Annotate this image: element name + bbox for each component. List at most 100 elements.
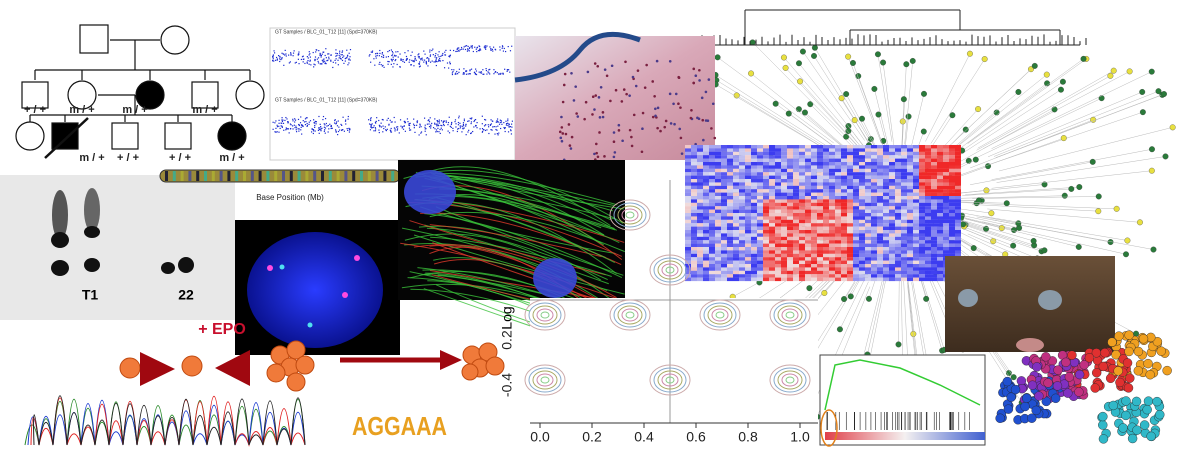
cell (769, 158, 775, 163)
cell (721, 192, 727, 197)
cell (700, 96, 704, 100)
ring (665, 266, 675, 274)
dot (428, 125, 431, 128)
dot (434, 54, 436, 57)
cell (937, 155, 943, 159)
cell (955, 165, 961, 169)
dot (435, 129, 438, 131)
cell (907, 274, 913, 278)
cell (877, 267, 883, 271)
cell (775, 243, 781, 248)
cell (691, 182, 697, 186)
dot (446, 62, 449, 64)
cell (913, 277, 919, 282)
dot (482, 73, 484, 75)
cell (859, 209, 865, 214)
cell (943, 172, 949, 176)
cell (937, 185, 943, 190)
cell (865, 236, 871, 241)
dot (340, 54, 342, 56)
cell (943, 189, 949, 193)
cell (703, 247, 709, 251)
cell (739, 162, 745, 166)
cell (691, 274, 697, 278)
cell (727, 253, 733, 258)
cell (763, 168, 769, 173)
cell (793, 162, 799, 166)
dot (300, 129, 302, 131)
cell (841, 148, 847, 152)
dot (494, 71, 496, 73)
cell (680, 152, 684, 155)
cell (721, 185, 727, 190)
dot (430, 124, 432, 126)
dot (297, 54, 299, 56)
cell (605, 74, 609, 78)
dot (334, 129, 337, 131)
dot (281, 52, 283, 54)
cell (721, 270, 727, 275)
cell (697, 172, 703, 176)
dot (336, 53, 339, 55)
cell (787, 233, 793, 237)
cell (775, 206, 781, 210)
cell (769, 236, 775, 241)
cell (883, 233, 889, 237)
dot (508, 125, 510, 128)
cell (787, 168, 793, 173)
dot (418, 63, 421, 65)
dot (429, 51, 431, 53)
dot (382, 54, 385, 56)
cell (733, 206, 739, 210)
cell (763, 158, 769, 163)
cell (823, 264, 829, 268)
node (1107, 72, 1114, 79)
cell (943, 145, 949, 149)
dot (504, 127, 506, 129)
cell (889, 145, 895, 149)
cell (955, 243, 961, 248)
cell (949, 175, 955, 180)
node (909, 58, 916, 64)
dot (439, 128, 441, 131)
cell (703, 165, 709, 169)
cell (721, 202, 727, 207)
cell (943, 213, 949, 217)
edge (948, 65, 1035, 147)
dot (435, 58, 437, 60)
cell (691, 196, 697, 200)
cell (656, 126, 659, 130)
cell (949, 213, 955, 217)
scatter-plot (524, 180, 818, 424)
cell (733, 270, 739, 275)
cell (829, 151, 835, 156)
node (923, 295, 930, 302)
cell (691, 267, 697, 271)
cell (859, 155, 865, 159)
dot (317, 129, 320, 131)
cell (787, 196, 793, 200)
cell (751, 206, 757, 210)
dot (509, 50, 512, 52)
cell (931, 230, 937, 234)
cell (685, 145, 691, 149)
cell (889, 182, 895, 186)
dot (324, 124, 326, 126)
cell (907, 192, 913, 197)
cell (943, 182, 949, 186)
cell (745, 192, 751, 197)
cell (835, 247, 841, 251)
node (900, 96, 907, 103)
cell (703, 236, 709, 241)
cell (757, 233, 763, 237)
cell (889, 155, 895, 159)
cell (685, 192, 691, 197)
cell (937, 277, 943, 282)
cell (913, 158, 919, 163)
dot (302, 55, 304, 57)
sphere (1074, 369, 1085, 380)
cell (877, 209, 883, 214)
genotype: + / + (117, 152, 139, 164)
dot (458, 68, 460, 70)
dot (371, 123, 373, 125)
